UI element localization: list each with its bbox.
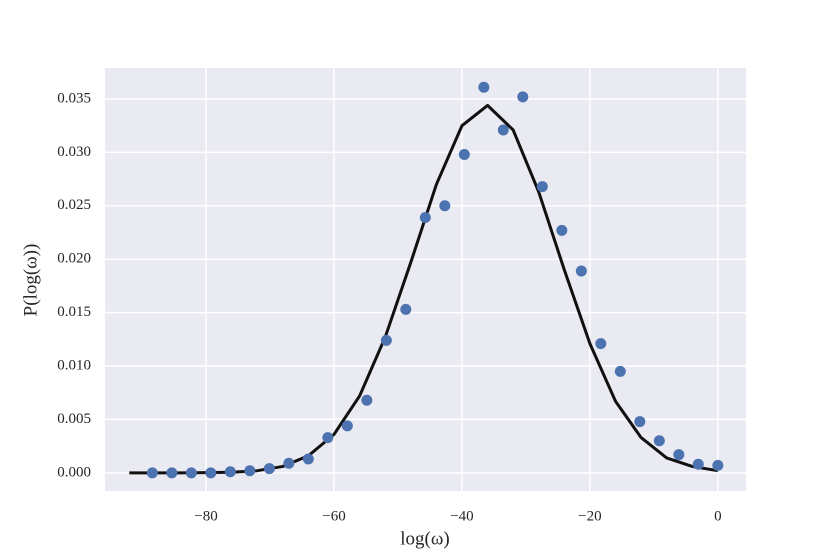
data-point xyxy=(595,338,607,350)
data-point xyxy=(517,91,529,103)
data-point xyxy=(419,212,431,224)
data-point xyxy=(478,81,490,93)
data-point xyxy=(536,181,548,193)
y-tick-label: 0.030 xyxy=(57,144,91,160)
data-point xyxy=(322,432,334,444)
y-tick-label: 0.010 xyxy=(57,357,91,373)
x-tick-label: −20 xyxy=(578,508,601,524)
y-tick-label: 0.025 xyxy=(57,197,91,213)
data-point xyxy=(302,453,314,465)
y-tick-label: 0.005 xyxy=(57,411,91,427)
data-point xyxy=(712,459,724,471)
data-point xyxy=(634,416,646,428)
data-point xyxy=(283,457,295,469)
data-point xyxy=(263,463,275,475)
data-point xyxy=(575,265,587,277)
y-tick-label: 0.035 xyxy=(57,90,91,106)
data-point xyxy=(146,467,158,479)
data-point xyxy=(673,449,685,461)
data-point xyxy=(653,435,665,447)
data-point xyxy=(692,458,704,470)
x-tick-label: −60 xyxy=(322,508,345,524)
data-point xyxy=(166,467,178,479)
data-point xyxy=(244,465,256,477)
data-point xyxy=(224,466,236,478)
y-tick-label: 0.000 xyxy=(57,464,91,480)
data-point xyxy=(205,467,217,479)
data-point xyxy=(341,420,353,432)
data-point xyxy=(556,224,568,236)
data-point xyxy=(458,149,470,161)
x-tick-label: −80 xyxy=(194,508,217,524)
data-point xyxy=(439,200,451,212)
data-point xyxy=(614,365,626,377)
data-point xyxy=(497,124,509,136)
y-tick-label: 0.020 xyxy=(57,251,91,267)
data-point xyxy=(361,394,373,406)
x-tick-label: 0 xyxy=(714,508,722,524)
x-tick-label: −40 xyxy=(450,508,473,524)
plot-area xyxy=(105,68,746,491)
y-tick-label: 0.015 xyxy=(57,304,91,320)
data-point xyxy=(380,334,392,346)
x-axis-label: log(ω) xyxy=(400,528,449,549)
y-axis-label: P(log(ω)) xyxy=(20,244,41,317)
data-point xyxy=(400,303,412,315)
data-point xyxy=(185,467,197,479)
